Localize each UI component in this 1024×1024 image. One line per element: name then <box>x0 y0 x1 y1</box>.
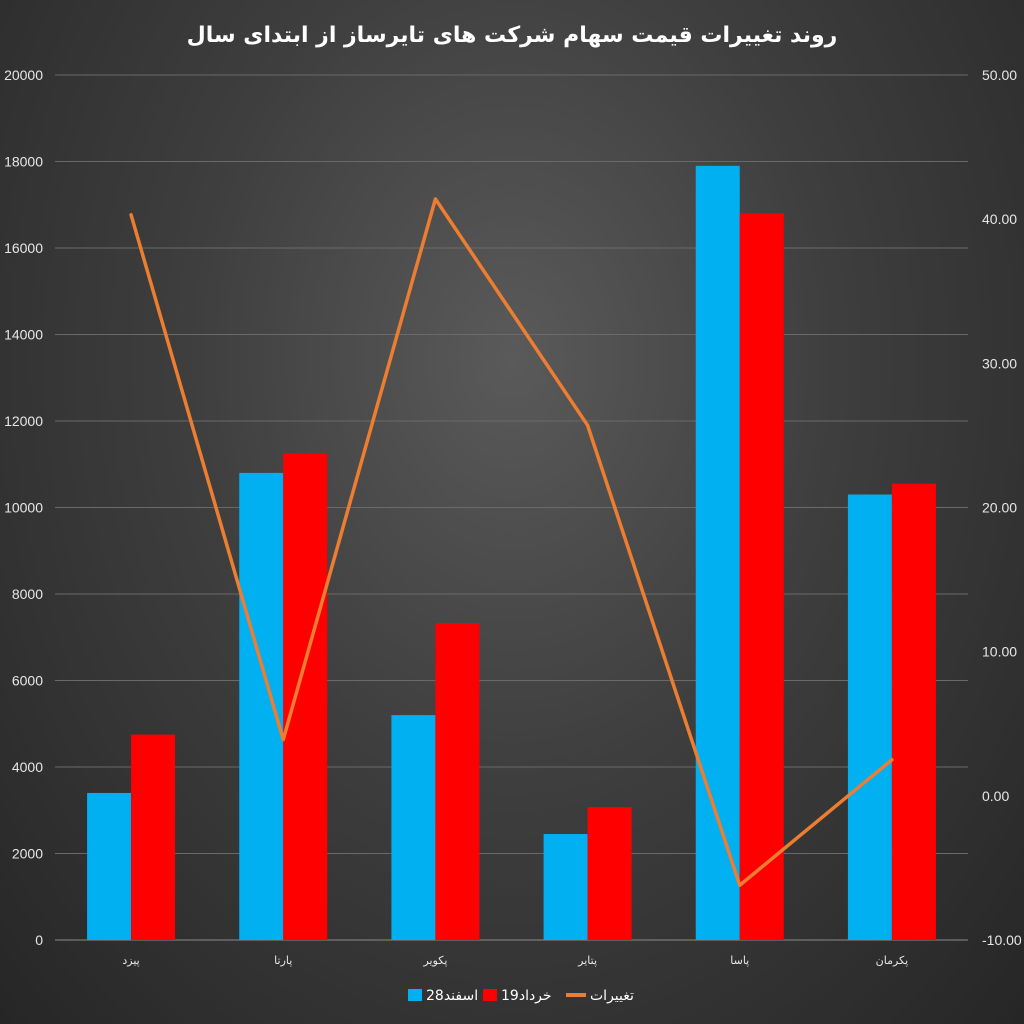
y-left-tick-label: 6000 <box>12 673 43 689</box>
y-right-tick-label: -10.00 <box>982 932 1022 948</box>
y-left-tick-label: 20000 <box>4 67 43 83</box>
bar <box>587 807 632 940</box>
bar <box>391 715 436 940</box>
legend: 28اسفند 19خرداد تغییرات <box>408 988 634 1004</box>
y-right-tick-label: 50.00 <box>982 67 1017 83</box>
left-axis: 0 2000 4000 6000 8000 10000 12000 14000 16000 180… <box>4 67 43 948</box>
bar <box>847 494 892 940</box>
bar <box>283 453 328 940</box>
legend-swatch <box>408 989 422 1001</box>
right-axis: -10.00 0.00 10.00 20.00 30.00 40.00 50.00 <box>982 67 1022 948</box>
series-line <box>129 197 894 887</box>
line-series-group <box>129 197 894 887</box>
bar <box>131 734 176 940</box>
x-category-label: پکرمان <box>876 954 909 967</box>
legend-swatch <box>483 989 497 1001</box>
y-left-tick-label: 12000 <box>4 413 43 429</box>
bar <box>435 622 480 940</box>
bar-series-group <box>87 165 936 940</box>
y-right-tick-label: 0.00 <box>982 788 1009 804</box>
bar <box>695 165 740 940</box>
x-category-label: پاسا <box>730 954 749 967</box>
y-right-tick-label: 20.00 <box>982 500 1017 516</box>
legend-label: تغییرات <box>590 988 634 1004</box>
bar <box>239 472 284 940</box>
y-left-tick-label: 18000 <box>4 154 43 170</box>
y-left-tick-label: 4000 <box>12 759 43 775</box>
y-right-tick-label: 10.00 <box>982 644 1017 660</box>
category-axis: پیزد پارتا پکویر پتایر پاسا پکرمان <box>122 954 908 967</box>
y-right-tick-label: 40.00 <box>982 211 1017 227</box>
grid-lines <box>55 74 968 941</box>
y-right-tick-label: 30.00 <box>982 355 1017 371</box>
bar <box>543 834 588 940</box>
bar <box>891 483 936 940</box>
legend-label: 19خرداد <box>501 988 552 1004</box>
y-left-tick-label: 14000 <box>4 327 43 343</box>
y-left-tick-label: 2000 <box>12 846 43 862</box>
x-category-label: پکویر <box>422 954 447 967</box>
y-left-tick-label: 0 <box>35 932 43 948</box>
x-category-label: پیزد <box>122 954 139 967</box>
legend-label: 28اسفند <box>426 988 478 1004</box>
y-left-tick-label: 10000 <box>4 500 43 516</box>
chart-title: روند تغییرات قیمت سهام شرکت های تایرساز … <box>187 23 838 48</box>
y-left-tick-label: 16000 <box>4 240 43 256</box>
x-category-label: پارتا <box>274 954 292 967</box>
bar <box>87 792 132 940</box>
y-left-tick-label: 8000 <box>12 586 43 602</box>
bar <box>739 213 784 940</box>
x-category-label: پتایر <box>577 954 597 967</box>
